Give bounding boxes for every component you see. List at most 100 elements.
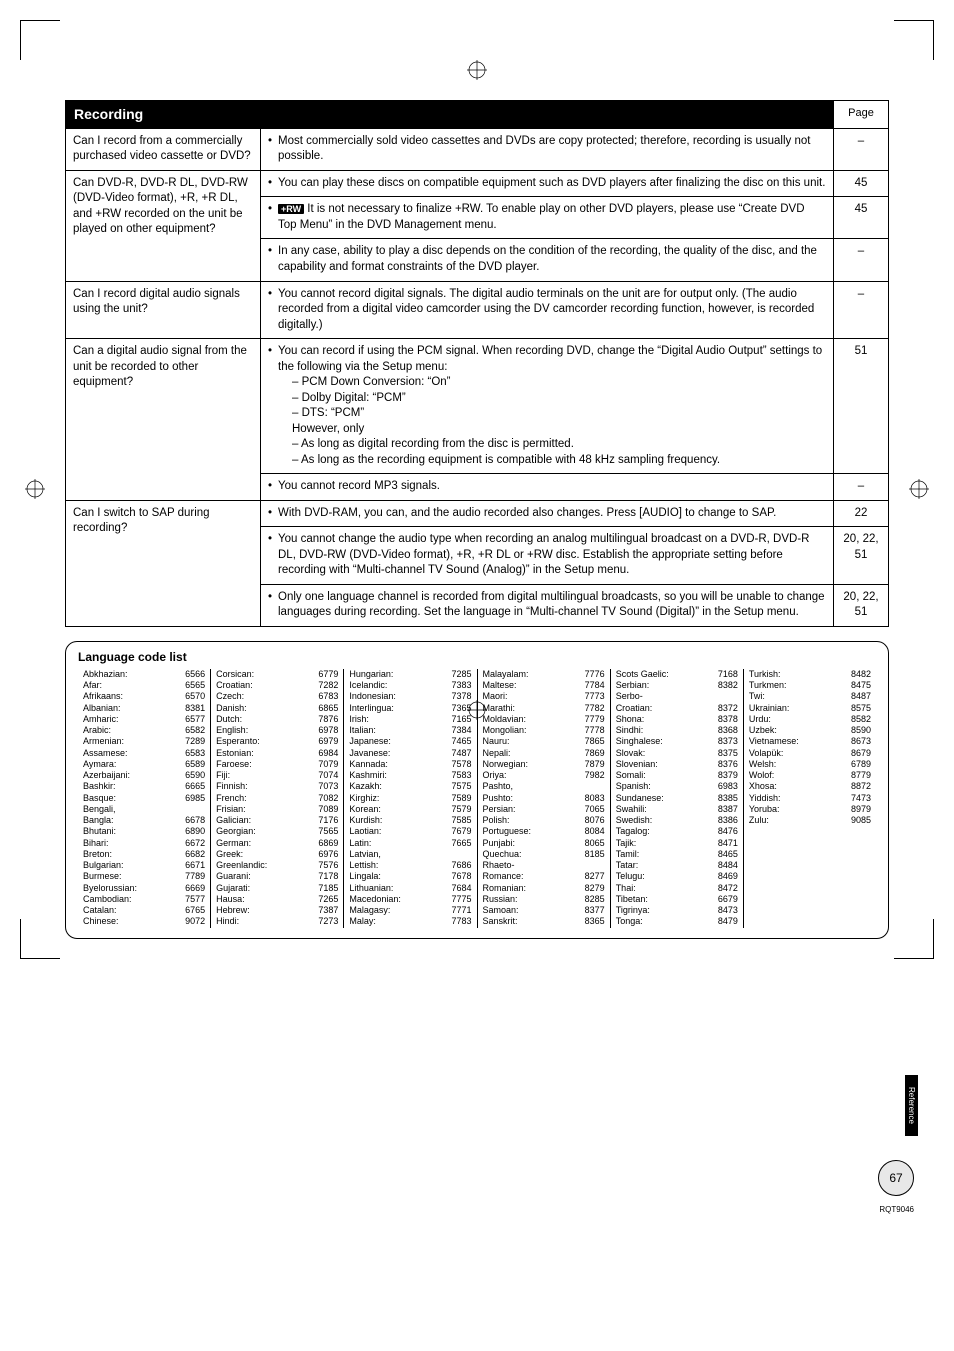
- language-entry: Corsican:6779: [216, 669, 338, 680]
- language-entry: Nauru:7865: [483, 736, 605, 747]
- language-entry: Scots Gaelic:7168: [616, 669, 738, 680]
- language-entry: Gujarati:7185: [216, 883, 338, 894]
- language-entry: Chinese:9072: [83, 916, 205, 927]
- language-entry: Croatian:8372: [616, 703, 738, 714]
- language-entry: Greenlandic:7576: [216, 860, 338, 871]
- language-entry: Lithuanian:7684: [349, 883, 471, 894]
- language-entry: Portuguese:8084: [483, 826, 605, 837]
- language-entry: Lingala:7678: [349, 871, 471, 882]
- language-entry: Telugu:8469: [616, 871, 738, 882]
- language-entry: Volapük:8679: [749, 748, 871, 759]
- language-entry: Frisian:7089: [216, 804, 338, 815]
- language-entry: Tigrinya:8473: [616, 905, 738, 916]
- language-entry: Kannada:7578: [349, 759, 471, 770]
- answer-cell: •You cannot record MP3 signals.: [261, 474, 834, 501]
- language-entry: Assamese:6583: [83, 748, 205, 759]
- language-column: Scots Gaelic:7168Serbian:8382Serbo-Croat…: [611, 669, 744, 928]
- language-entry: Xhosa:8872: [749, 781, 871, 792]
- language-entry: Lettish:7686: [349, 860, 471, 871]
- language-entry: Korean:7579: [349, 804, 471, 815]
- language-entry: Russian:8285: [483, 894, 605, 905]
- language-entry: Moldavian:7779: [483, 714, 605, 725]
- language-entry: Catalan:6765: [83, 905, 205, 916]
- language-entry: Pushto:8083: [483, 793, 605, 804]
- language-entry: Czech:6783: [216, 691, 338, 702]
- language-entry: Punjabi:8065: [483, 838, 605, 849]
- registration-mark: [25, 479, 45, 499]
- language-column: Hungarian:7285Icelandic:7383Indonesian:7…: [344, 669, 477, 928]
- language-entry: Hindi:7273: [216, 916, 338, 927]
- language-entry: Bulgarian:6671: [83, 860, 205, 871]
- language-entry: Finnish:7073: [216, 781, 338, 792]
- language-entry: Aymara:6589: [83, 759, 205, 770]
- language-entry: Kashmiri:7583: [349, 770, 471, 781]
- registration-mark: [909, 479, 929, 499]
- language-entry: Nepali:7869: [483, 748, 605, 759]
- language-entry: Kurdish:7585: [349, 815, 471, 826]
- language-entry: Polish:8076: [483, 815, 605, 826]
- language-code-box: Language code list Abkhazian:6566Afar:65…: [65, 641, 889, 939]
- language-entry: Slovak:8375: [616, 748, 738, 759]
- language-entry: Tamil:8465: [616, 849, 738, 860]
- answer-cell: •Only one language channel is recorded f…: [261, 584, 834, 626]
- language-entry: Hebrew:7387: [216, 905, 338, 916]
- language-entry: Tagalog:8476: [616, 826, 738, 837]
- language-entry: Malagasy:7771: [349, 905, 471, 916]
- language-entry: English:6978: [216, 725, 338, 736]
- language-entry: Twi:8487: [749, 691, 871, 702]
- question-cell: Can DVD-R, DVD-R DL, DVD-RW (DVD-Video f…: [66, 170, 261, 281]
- language-entry: Danish:6865: [216, 703, 338, 714]
- language-entry: Amharic:6577: [83, 714, 205, 725]
- language-entry: Romanian:8279: [483, 883, 605, 894]
- language-entry: German:6869: [216, 838, 338, 849]
- language-entry: Tatar:8484: [616, 860, 738, 871]
- language-entry: Wolof:8779: [749, 770, 871, 781]
- language-entry: Vietnamese:8673: [749, 736, 871, 747]
- language-entry: Serbo-: [616, 691, 738, 702]
- page-number-badge: 67: [878, 1160, 914, 1196]
- language-entry: Romance:8277: [483, 871, 605, 882]
- language-entry: Afrikaans:6570: [83, 691, 205, 702]
- language-entry: Latvian,: [349, 849, 471, 860]
- language-entry: Rhaeto-: [483, 860, 605, 871]
- cropmark: [20, 919, 60, 959]
- language-entry: Laotian:7679: [349, 826, 471, 837]
- language-entry: Uzbek:8590: [749, 725, 871, 736]
- language-entry: Javanese:7487: [349, 748, 471, 759]
- question-cell: Can I switch to SAP during recording?: [66, 500, 261, 626]
- recording-faq-table: Recording Page Can I record from a comme…: [65, 100, 889, 627]
- language-entry: Kazakh:7575: [349, 781, 471, 792]
- language-entry: Maori:7773: [483, 691, 605, 702]
- language-entry: Arabic:6582: [83, 725, 205, 736]
- language-entry: Georgian:7565: [216, 826, 338, 837]
- language-entry: Bihari:6672: [83, 838, 205, 849]
- language-entry: Byelorussian:6669: [83, 883, 205, 894]
- language-entry: Serbian:8382: [616, 680, 738, 691]
- language-entry: Yoruba:8979: [749, 804, 871, 815]
- language-entry: Guarani:7178: [216, 871, 338, 882]
- language-entry: Kirghiz:7589: [349, 793, 471, 804]
- answer-cell: •With DVD-RAM, you can, and the audio re…: [261, 500, 834, 527]
- language-entry: Faroese:7079: [216, 759, 338, 770]
- format-badge: +RW: [278, 204, 304, 214]
- language-entry: Yiddish:7473: [749, 793, 871, 804]
- language-entry: Persian:7065: [483, 804, 605, 815]
- language-entry: Mongolian:7778: [483, 725, 605, 736]
- cropmark: [894, 919, 934, 959]
- document-code: RQT9046: [879, 1205, 914, 1214]
- language-entry: Hungarian:7285: [349, 669, 471, 680]
- language-entry: Breton:6682: [83, 849, 205, 860]
- language-column: Turkish:8482Turkmen:8475Twi:8487Ukrainia…: [744, 669, 876, 928]
- question-cell: Can I record digital audio signals using…: [66, 281, 261, 339]
- language-entry: Shona:8378: [616, 714, 738, 725]
- reference-tab: Reference: [905, 1075, 918, 1136]
- cropmark: [20, 20, 60, 60]
- language-entry: Dutch:7876: [216, 714, 338, 725]
- answer-cell: •+RW It is not necessary to finalize +RW…: [261, 197, 834, 239]
- language-entry: Bashkir:6665: [83, 781, 205, 792]
- question-cell: Can a digital audio signal from the unit…: [66, 339, 261, 501]
- language-entry: Greek:6976: [216, 849, 338, 860]
- page-ref-cell: 45: [834, 197, 889, 239]
- page-column-header: Page: [834, 101, 889, 129]
- language-entry: Bangla:6678: [83, 815, 205, 826]
